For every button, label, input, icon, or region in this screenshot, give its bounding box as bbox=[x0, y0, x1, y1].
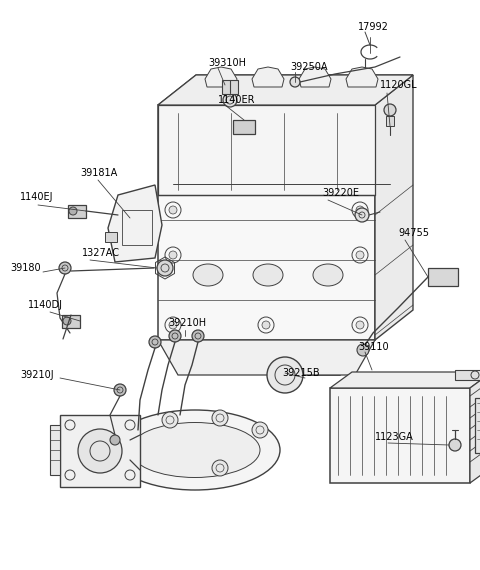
Polygon shape bbox=[346, 67, 378, 87]
Circle shape bbox=[356, 321, 364, 329]
Text: 39181A: 39181A bbox=[80, 168, 117, 178]
Circle shape bbox=[59, 262, 71, 274]
Text: 1120GL: 1120GL bbox=[380, 80, 418, 90]
Circle shape bbox=[162, 412, 178, 428]
Circle shape bbox=[449, 439, 461, 451]
Bar bbox=[105, 232, 117, 242]
Bar bbox=[386, 116, 394, 126]
Bar bbox=[233, 120, 255, 134]
Text: 39310H: 39310H bbox=[208, 58, 246, 68]
Bar bbox=[222, 80, 238, 94]
Circle shape bbox=[169, 321, 177, 329]
Circle shape bbox=[267, 357, 303, 393]
Text: 39215B: 39215B bbox=[282, 368, 320, 378]
Bar bbox=[68, 205, 86, 218]
Circle shape bbox=[262, 321, 270, 329]
Text: 39210J: 39210J bbox=[20, 370, 54, 380]
Text: 17992: 17992 bbox=[358, 22, 389, 32]
Bar bbox=[475, 398, 480, 453]
Bar bbox=[158, 105, 375, 340]
Circle shape bbox=[114, 384, 126, 396]
Circle shape bbox=[169, 330, 181, 342]
Circle shape bbox=[252, 422, 268, 438]
Polygon shape bbox=[108, 185, 162, 262]
Polygon shape bbox=[158, 75, 413, 105]
Circle shape bbox=[69, 207, 77, 215]
Circle shape bbox=[122, 427, 138, 443]
Bar bbox=[122, 210, 152, 245]
Text: 94755: 94755 bbox=[398, 228, 429, 238]
Circle shape bbox=[212, 410, 228, 426]
Ellipse shape bbox=[313, 264, 343, 286]
Text: 39220E: 39220E bbox=[322, 188, 359, 198]
Circle shape bbox=[357, 344, 369, 356]
Circle shape bbox=[192, 330, 204, 342]
Circle shape bbox=[169, 251, 177, 259]
Text: 39180: 39180 bbox=[10, 263, 41, 273]
Circle shape bbox=[157, 260, 173, 276]
Text: 39250A: 39250A bbox=[290, 62, 327, 72]
Text: 1140DJ: 1140DJ bbox=[28, 300, 63, 310]
Ellipse shape bbox=[130, 422, 260, 478]
Text: 1140ER: 1140ER bbox=[218, 95, 255, 105]
Bar bbox=[158, 105, 375, 195]
Ellipse shape bbox=[110, 410, 280, 490]
Bar bbox=[428, 268, 458, 286]
Circle shape bbox=[212, 460, 228, 476]
Text: 1327AC: 1327AC bbox=[82, 248, 120, 258]
Polygon shape bbox=[158, 75, 413, 105]
Polygon shape bbox=[158, 340, 375, 375]
Circle shape bbox=[356, 251, 364, 259]
Circle shape bbox=[223, 93, 237, 107]
Circle shape bbox=[63, 317, 71, 325]
Polygon shape bbox=[252, 67, 284, 87]
Circle shape bbox=[355, 208, 369, 222]
Circle shape bbox=[149, 336, 161, 348]
Circle shape bbox=[110, 435, 120, 445]
Bar bbox=[455, 370, 480, 380]
Polygon shape bbox=[470, 372, 480, 483]
Polygon shape bbox=[375, 75, 413, 340]
Bar bbox=[330, 388, 470, 483]
Text: 39110: 39110 bbox=[358, 342, 389, 352]
Bar bbox=[62, 315, 80, 328]
Bar bbox=[50, 425, 60, 475]
Text: 1140EJ: 1140EJ bbox=[20, 192, 53, 202]
Bar bbox=[60, 415, 140, 487]
Ellipse shape bbox=[253, 264, 283, 286]
Polygon shape bbox=[205, 67, 237, 87]
Circle shape bbox=[78, 429, 122, 473]
Circle shape bbox=[384, 104, 396, 116]
Ellipse shape bbox=[193, 264, 223, 286]
Circle shape bbox=[290, 77, 300, 87]
Text: 1123GA: 1123GA bbox=[375, 432, 414, 442]
Polygon shape bbox=[330, 372, 480, 388]
Polygon shape bbox=[299, 67, 331, 87]
Circle shape bbox=[356, 206, 364, 214]
Circle shape bbox=[169, 206, 177, 214]
Text: 39210H: 39210H bbox=[168, 318, 206, 328]
